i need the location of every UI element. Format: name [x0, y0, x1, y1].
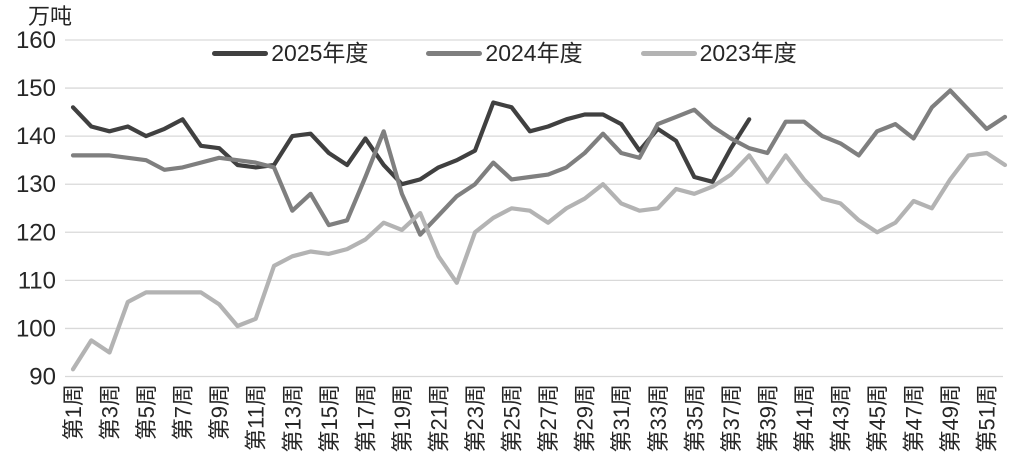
x-tick-label: 第45周	[865, 384, 890, 452]
x-tick-label: 第23周	[463, 384, 488, 452]
x-tick-label: 第41周	[792, 384, 817, 452]
series-line-2025年度	[70, 100, 752, 187]
x-tick-label: 第31周	[609, 384, 634, 452]
x-tick-label: 第51周	[975, 384, 1000, 452]
y-tick-label: 150	[16, 75, 56, 102]
y-tick-label: 120	[16, 219, 56, 246]
y-tick-label: 110	[18, 267, 56, 294]
x-tick-label: 第7周	[171, 384, 196, 440]
x-tick-label: 第17周	[353, 384, 378, 452]
x-tick-label: 第49周	[938, 384, 963, 452]
series-line-2023年度	[70, 150, 1008, 372]
y-tick-label: 140	[16, 123, 56, 150]
x-tick-label: 第35周	[682, 384, 707, 452]
y-tick-label: 130	[16, 171, 56, 198]
x-tick-label: 第21周	[426, 384, 451, 452]
x-tick-label: 第5周	[134, 384, 159, 440]
x-tick-label: 第37周	[719, 384, 744, 452]
x-tick-label: 第33周	[646, 384, 671, 452]
x-tick-label: 第29周	[573, 384, 598, 452]
x-tick-label: 第43周	[829, 384, 854, 452]
x-tick-label: 第27周	[536, 384, 561, 452]
y-tick-label: 90	[29, 364, 56, 391]
y-tick-label: 100	[16, 315, 56, 342]
y-axis-unit-label: 万吨	[28, 4, 73, 29]
series-line-2024年度	[70, 88, 1008, 237]
y-tick-label: 160	[16, 27, 56, 54]
x-tick-label: 第3周	[98, 384, 123, 440]
x-tick-label: 第39周	[755, 384, 780, 452]
x-tick-label: 第1周	[61, 384, 86, 440]
x-tick-label: 第15周	[317, 384, 342, 452]
x-tick-label: 第9周	[207, 384, 232, 440]
x-tick-label: 第25周	[500, 384, 525, 452]
x-tick-label: 第11周	[244, 384, 269, 451]
x-tick-label: 第47周	[902, 384, 927, 452]
x-tick-label: 第19周	[390, 384, 415, 452]
x-tick-label: 第13周	[280, 384, 305, 452]
